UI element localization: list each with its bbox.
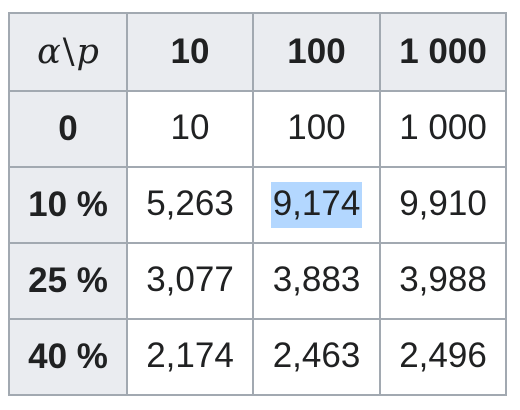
table-cell[interactable]: 3,988 xyxy=(379,242,507,320)
cell-value: 3,883 xyxy=(272,259,361,299)
row-header: 40 % xyxy=(8,318,128,396)
table-cell[interactable]: 1 000 xyxy=(379,90,507,168)
cell-value: 3,077 xyxy=(146,259,234,299)
cell-value: 2,496 xyxy=(399,335,487,375)
row-header: 0 xyxy=(8,90,128,168)
cell-value: 10 xyxy=(170,107,210,147)
table-row: 0 10 100 1 000 xyxy=(8,90,507,168)
table-cell[interactable]: 3,883 xyxy=(252,242,381,320)
row-header: 10 % xyxy=(8,166,128,244)
table-cell[interactable]: 9,910 xyxy=(379,166,507,244)
table-cell[interactable]: 100 xyxy=(252,90,381,168)
column-header: 1 000 xyxy=(379,12,507,92)
cell-value: 9,910 xyxy=(399,183,487,223)
cell-value: 1 000 xyxy=(399,107,487,147)
column-header: 100 xyxy=(252,12,381,92)
table-cell[interactable]: 2,496 xyxy=(379,318,507,396)
column-header: 10 xyxy=(126,12,254,92)
table-cell[interactable]: 2,463 xyxy=(252,318,381,396)
table-row: 25 % 3,077 3,883 3,988 xyxy=(8,242,507,320)
cell-value: 2,463 xyxy=(272,335,361,375)
data-table: α\p 10 100 1 000 0 10 100 1 000 10 % 5,2… xyxy=(8,12,507,396)
cell-value: 5,263 xyxy=(146,183,234,223)
table-cell[interactable]: 2,174 xyxy=(126,318,254,396)
cell-value: 3,988 xyxy=(399,259,487,299)
cell-value: 2,174 xyxy=(146,335,234,375)
table-cell[interactable]: 3,077 xyxy=(126,242,254,320)
table-row: 40 % 2,174 2,463 2,496 xyxy=(8,318,507,396)
corner-separator: \ xyxy=(62,32,75,72)
header-row: α\p 10 100 1 000 xyxy=(8,12,507,92)
corner-header: α\p xyxy=(8,12,128,92)
cell-value: 100 xyxy=(287,107,346,147)
row-header: 25 % xyxy=(8,242,128,320)
table-cell[interactable]: 10 xyxy=(126,90,254,168)
table-row: 10 % 5,263 9,174 9,910 xyxy=(8,166,507,244)
table-cell[interactable]: 5,263 xyxy=(126,166,254,244)
corner-alpha: α xyxy=(37,32,61,72)
table-cell[interactable]: 9,174 xyxy=(252,166,381,244)
selected-cell-value: 9,174 xyxy=(270,181,363,229)
corner-p: p xyxy=(76,32,99,72)
